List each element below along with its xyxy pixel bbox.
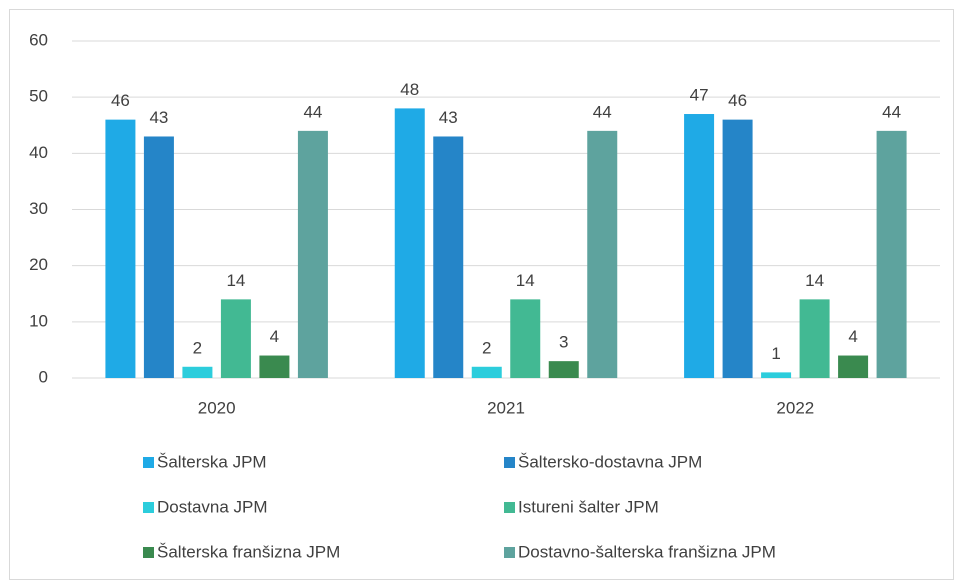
bar — [799, 299, 830, 378]
data-label: 1 — [771, 344, 780, 363]
y-tick-label: 0 — [39, 367, 48, 386]
bar — [105, 119, 136, 378]
data-label: 43 — [149, 108, 168, 127]
bar — [587, 130, 618, 378]
data-label: 48 — [400, 80, 419, 99]
legend-label: Šalterska franšizna JPM — [157, 542, 340, 561]
data-label: 46 — [111, 91, 130, 110]
y-tick-label: 60 — [29, 30, 48, 49]
y-tick-label: 20 — [29, 255, 48, 274]
data-label: 47 — [690, 86, 709, 105]
data-label: 14 — [805, 271, 824, 290]
data-label: 2 — [193, 338, 202, 357]
data-label: 14 — [516, 271, 535, 290]
data-label: 3 — [559, 333, 568, 352]
bar — [297, 130, 328, 378]
x-tick-label: 2020 — [198, 398, 236, 417]
legend-label: Istureni šalter JPM — [518, 497, 659, 516]
legend-swatch — [143, 547, 154, 558]
bar — [394, 108, 425, 379]
data-label: 2 — [482, 338, 491, 357]
legend-label: Šaltersko-dostavna JPM — [518, 452, 702, 471]
bar — [220, 299, 251, 378]
y-tick-label: 40 — [29, 143, 48, 162]
bar — [143, 136, 174, 378]
legend-label: Dostavna JPM — [157, 497, 268, 516]
x-tick-label: 2022 — [776, 398, 814, 417]
bar — [838, 355, 869, 378]
bar — [761, 372, 792, 378]
bar — [548, 361, 579, 378]
bar — [722, 119, 753, 378]
data-label: 44 — [593, 102, 612, 121]
bar — [510, 299, 541, 378]
bar — [259, 355, 290, 378]
bar — [471, 366, 502, 378]
data-label: 46 — [728, 91, 747, 110]
y-tick-label: 50 — [29, 87, 48, 106]
data-label: 44 — [303, 102, 322, 121]
legend-swatch — [504, 547, 515, 558]
y-tick-label: 30 — [29, 199, 48, 218]
data-label: 4 — [270, 327, 279, 346]
bar — [876, 130, 907, 378]
bar — [182, 366, 213, 378]
legend-swatch — [504, 457, 515, 468]
y-tick-label: 10 — [29, 311, 48, 330]
legend-swatch — [143, 457, 154, 468]
bar — [433, 136, 464, 378]
data-label: 44 — [882, 102, 901, 121]
legend-swatch — [143, 502, 154, 513]
legend-label: Dostavno-šalterska franšizna JPM — [518, 542, 776, 561]
legend-label: Šalterska JPM — [157, 452, 267, 471]
x-tick-label: 2021 — [487, 398, 525, 417]
data-label: 43 — [439, 108, 458, 127]
bar — [684, 114, 715, 379]
legend-swatch — [504, 502, 515, 513]
data-label: 4 — [848, 327, 857, 346]
data-label: 14 — [226, 271, 245, 290]
